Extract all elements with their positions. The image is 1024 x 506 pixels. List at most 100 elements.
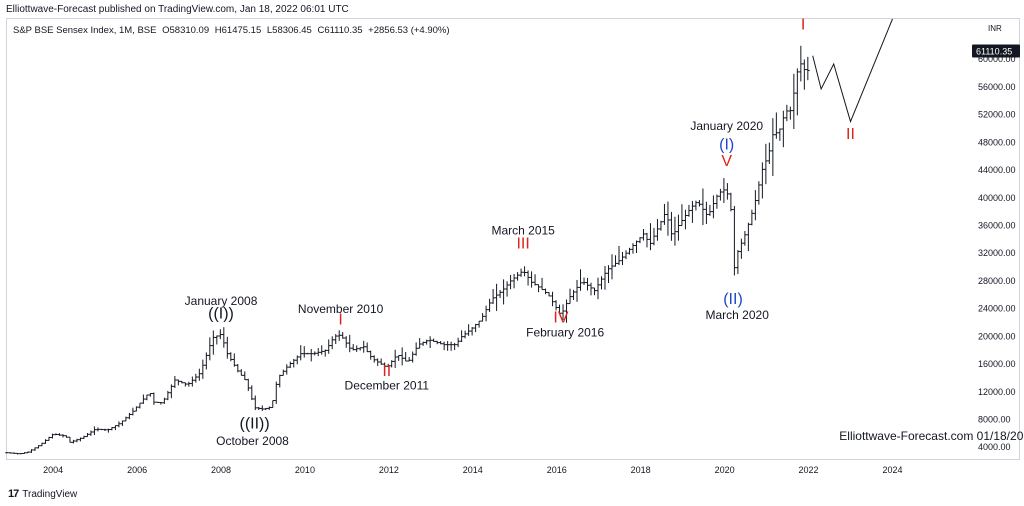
price-bar: [431, 338, 436, 342]
y-tick-label: 4000.00: [978, 442, 1011, 452]
publish-caption: Elliottwave-Forecast published on Tradin…: [6, 4, 349, 15]
price-bar: [12, 452, 16, 454]
ohlc-header: S&P BSE Sensex Index, 1M, BSE O58310.09 …: [13, 25, 450, 36]
price-bar: [477, 320, 481, 328]
price-bar: [442, 341, 446, 351]
y-tick-label: 52000.00: [978, 110, 1016, 120]
price-bar: [610, 254, 614, 280]
price-bar: [781, 110, 786, 148]
price-bar: [753, 190, 758, 221]
price-bar: [666, 201, 670, 236]
price-bar: [722, 178, 726, 204]
price-bar: [788, 106, 793, 120]
price-bar: [554, 300, 558, 311]
price-bar: [746, 222, 751, 252]
x-tick-label: 2004: [43, 465, 63, 475]
tradingview-logo-icon[interactable]: 17: [8, 488, 19, 500]
annotation-feb2016-date: February 2016: [526, 325, 604, 339]
price-bar: [40, 442, 44, 447]
price-bar: [564, 299, 569, 323]
price-bar: [64, 435, 69, 438]
price-bar: [89, 430, 93, 436]
price-bar: [372, 355, 376, 363]
price-bar: [767, 142, 772, 165]
price-bar: [270, 400, 275, 409]
x-tick-label: 2010: [295, 465, 315, 475]
price-bar: [246, 378, 251, 392]
price-bar: [340, 332, 345, 339]
price-bar: [428, 336, 432, 348]
price-bar: [173, 376, 177, 389]
projection-path: [812, 18, 893, 124]
price-bar: [365, 342, 370, 353]
price-bar: [655, 219, 660, 241]
price-bar: [578, 269, 583, 291]
time-axis: 2004 2006 2008 2010 2012 2014 2016 2018 2020 2022…: [43, 465, 902, 475]
price-bar: [201, 359, 205, 379]
price-bar: [596, 277, 600, 300]
price-bar: [529, 271, 534, 288]
price-bar: [473, 323, 478, 333]
ohlc-text: S&P BSE Sensex Index, 1M, BSE O58310.09 …: [13, 25, 450, 36]
price-bar: [487, 298, 492, 312]
price-bar: [732, 205, 737, 276]
price-bar: [169, 384, 174, 399]
price-bar: [582, 277, 586, 285]
price-bar: [708, 204, 712, 216]
price-bar: [792, 73, 796, 130]
price-bar: [669, 211, 674, 241]
price-bar: [131, 407, 135, 416]
y-tick-label: 60000.00: [978, 54, 1016, 64]
price-bar: [22, 452, 27, 455]
price-bar: [284, 364, 289, 375]
price-bar: [302, 346, 307, 358]
price-bar: [680, 204, 684, 226]
price-bar: [319, 345, 324, 355]
price-bar: [187, 381, 191, 387]
price-bar: [484, 305, 488, 322]
price-bar: [277, 374, 282, 388]
price-bar: [540, 277, 544, 291]
price-bar: [659, 220, 663, 231]
price-bar: [82, 435, 86, 439]
y-tick-label: 8000.00: [978, 415, 1011, 425]
annotation-mar2020-blue: (II): [723, 291, 743, 308]
price-bar: [697, 200, 702, 207]
projection-line: [812, 18, 893, 124]
price-bar: [183, 382, 188, 387]
price-bar: [466, 324, 471, 336]
price-bar: [256, 406, 261, 411]
x-tick-label: 2016: [547, 465, 567, 475]
price-bar: [760, 162, 765, 199]
price-bar: [631, 243, 635, 254]
y-tick-label: 20000.00: [978, 331, 1016, 341]
price-bar: [638, 237, 642, 244]
y-tick-label: 24000.00: [978, 304, 1016, 314]
x-tick-label: 2006: [127, 465, 147, 475]
footer-brand[interactable]: TradingView: [22, 488, 78, 500]
price-bar: [190, 376, 195, 387]
price-bar: [26, 451, 30, 454]
watermark-text: Elliottwave-Forecast.com 01/18/2022: [839, 429, 1024, 443]
price-bar: [802, 59, 807, 90]
price-bar: [750, 209, 754, 226]
price-bar: [512, 273, 516, 289]
price-bar: [470, 327, 474, 336]
price-bar: [249, 385, 254, 401]
price-bars: [5, 45, 810, 455]
price-bar: [120, 420, 125, 427]
price-bar: [309, 348, 314, 362]
price-bar: [526, 270, 530, 286]
annotation-jan2008-date: January 2008: [185, 294, 258, 308]
price-bar: [459, 330, 464, 342]
price-bar: [757, 181, 761, 205]
y-tick-label: 40000.00: [978, 193, 1016, 203]
price-bar: [634, 240, 639, 254]
price-bar: [505, 281, 509, 297]
price-bar: [263, 407, 268, 411]
annotation-jan2020-blue: (I): [719, 136, 734, 153]
price-bar: [729, 192, 733, 212]
footer[interactable]: 17 TradingView: [8, 488, 77, 500]
x-tick-label: 2008: [211, 465, 231, 475]
